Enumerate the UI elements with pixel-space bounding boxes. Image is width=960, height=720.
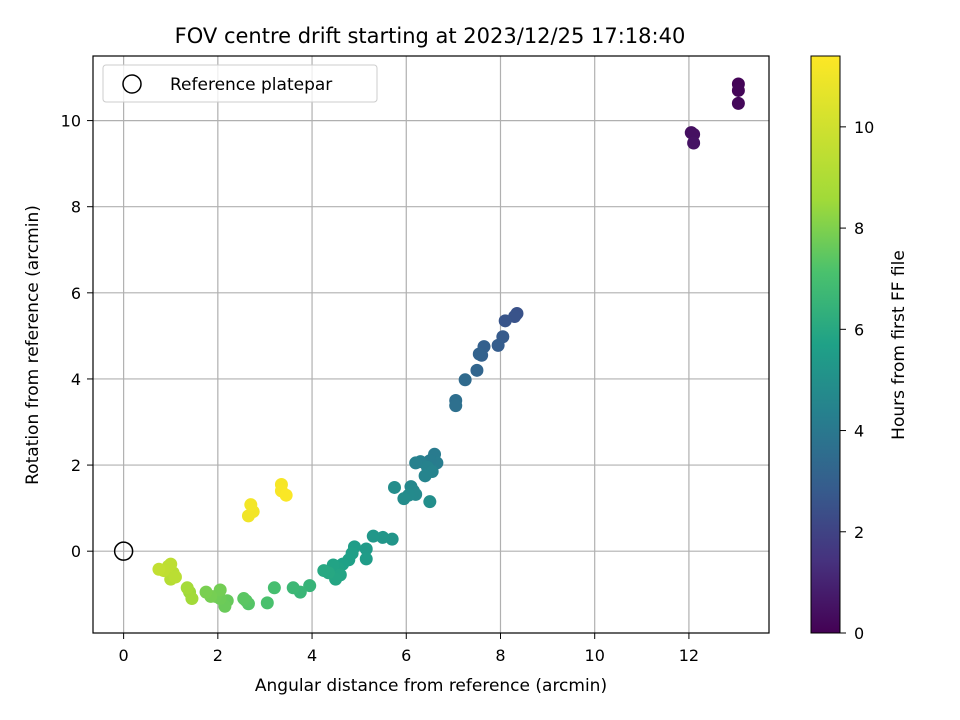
scatter-point [366,529,380,543]
colorbar-label: Hours from first FF file [889,250,909,440]
scatter-point [418,469,432,483]
scatter-point [423,495,437,509]
y-tick-label: 2 [71,456,81,475]
scatter-point [237,592,251,606]
x-axis-label: Angular distance from reference (arcmin) [255,676,607,696]
scatter-point [185,592,199,606]
scatter-point [409,456,423,470]
legend: Reference platepar [102,64,378,103]
y-tick-label: 4 [71,370,81,389]
scatter-point [472,347,486,361]
legend-box [102,64,378,103]
scatter-point [244,498,258,512]
colorbar-tick-label: 4 [854,422,864,441]
x-tick-label: 4 [307,646,317,665]
scatter-point [397,492,411,506]
scatter-point [199,585,213,599]
x-axis-ticks: 0 2 4 6 8 10 12 [119,633,699,665]
legend-entry-reference: Reference platepar [170,75,332,95]
scatter-point [317,564,331,578]
colorbar-tick-label: 10 [854,118,874,137]
scatter-point [470,363,484,377]
colorbar-tick-label: 8 [854,219,864,238]
colorbar-gradient [810,55,841,634]
y-axis-ticks: 0 2 4 6 8 10 [61,112,93,561]
scatter-point [387,480,401,494]
scatter-point [267,581,281,595]
x-tick-label: 10 [585,646,605,665]
grid [93,56,769,633]
y-axis-label: Rotation from reference (arcmin) [23,205,43,485]
scatter-point [180,581,194,595]
x-tick-label: 2 [213,646,223,665]
x-tick-label: 12 [679,646,699,665]
scatter-points [152,77,745,613]
scatter-point [213,583,227,597]
colorbar: 0 2 4 6 8 10 Hours from first FF file [810,55,909,643]
y-tick-label: 8 [71,198,81,217]
scatter-point [687,136,701,150]
scatter-point [152,562,166,576]
reference-platepar-marker [113,541,134,561]
scatter-point [286,581,300,595]
scatter-point [168,570,182,584]
scatter-point [303,579,317,593]
y-tick-label: 0 [71,542,81,561]
scatter-point [498,314,512,328]
scatter-point [458,373,472,387]
scatter-point [491,338,505,352]
plot-frame [92,55,770,634]
scatter-point [449,399,463,413]
colorbar-tick-label: 6 [854,320,864,339]
legend-marker [122,74,142,94]
y-tick-label: 10 [61,112,81,131]
x-tick-label: 8 [495,646,505,665]
scatter-point [279,488,293,502]
scatter-point [260,596,274,610]
colorbar-ticks: 0 2 4 6 8 10 [840,118,874,643]
chart-title: FOV centre drift starting at 2023/12/25 … [175,24,686,48]
scatter-point [731,83,745,97]
scatter-point [359,542,373,556]
scatter-point [359,552,373,566]
colorbar-tick-label: 2 [854,523,864,542]
colorbar-tick-label: 0 [854,624,864,643]
x-tick-label: 0 [119,646,129,665]
scatter-point [731,96,745,110]
y-tick-label: 6 [71,284,81,303]
x-tick-label: 6 [401,646,411,665]
